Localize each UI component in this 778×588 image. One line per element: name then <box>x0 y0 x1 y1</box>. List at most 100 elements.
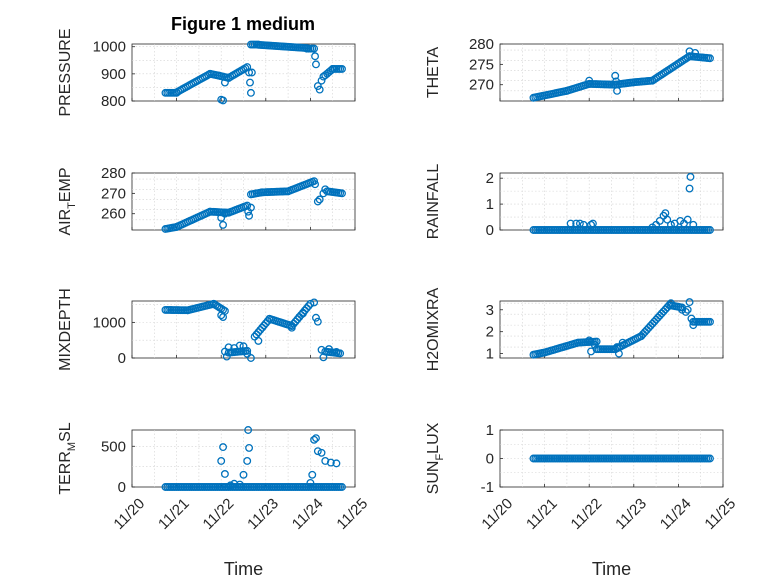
y-axis-label: SUNFLUX <box>425 422 446 494</box>
data-point <box>317 76 326 85</box>
y-tick-label: 275 <box>469 56 494 73</box>
subplot-2: 270 275 280 THETA <box>425 36 724 102</box>
y-tick-label: 800 <box>101 93 126 110</box>
data-point <box>299 309 307 318</box>
y-tick-label: 2 <box>486 324 494 341</box>
data-point <box>246 78 254 87</box>
y-label-part: EMP <box>57 167 74 202</box>
data-point <box>239 470 248 479</box>
data-point <box>224 343 233 352</box>
y-label-subscript: M <box>66 442 78 451</box>
y-tick-label: 0 <box>486 451 494 468</box>
data-point <box>311 180 319 189</box>
data-point <box>336 349 345 358</box>
data-point <box>312 434 320 443</box>
data-point <box>689 321 698 330</box>
y-tick-label: 1 <box>486 422 494 439</box>
data-point <box>220 470 229 478</box>
y-tick-label: 260 <box>101 206 126 223</box>
data-point <box>287 323 296 332</box>
data-point <box>246 203 255 212</box>
x-tick-label: 11/22 <box>200 495 238 533</box>
data-point <box>681 308 690 316</box>
data-point <box>585 76 594 85</box>
x-tick-label: 11/25 <box>333 495 371 533</box>
data-point <box>667 220 675 229</box>
data-point <box>685 298 694 307</box>
data-point <box>614 349 623 358</box>
data-point <box>246 88 255 97</box>
y-tick-label: 1 <box>486 196 494 213</box>
data-point <box>611 71 620 80</box>
data-point <box>326 458 335 467</box>
series-markers <box>161 177 346 233</box>
y-label-subscript: T <box>66 202 78 209</box>
x-tick-label: 11/23 <box>612 495 650 533</box>
data-point <box>338 483 346 491</box>
data-point <box>226 481 235 490</box>
y-tick-label: 500 <box>101 438 126 455</box>
data-point <box>683 215 692 224</box>
x-tick-label: 11/20 <box>478 495 516 533</box>
series-markers <box>529 47 714 102</box>
y-label-part: SUN <box>425 461 442 495</box>
data-point <box>315 85 324 94</box>
x-tick-label: 11/23 <box>244 495 282 533</box>
data-point <box>588 219 597 228</box>
data-point <box>310 298 319 307</box>
data-point <box>590 340 599 349</box>
data-point <box>220 78 229 87</box>
y-label-part: AIR <box>57 209 74 236</box>
data-point <box>243 456 252 465</box>
data-point <box>566 219 575 228</box>
data-point <box>587 220 596 229</box>
y-tick-label: 280 <box>101 165 126 182</box>
y-tick-label: 1000 <box>93 39 126 56</box>
data-point <box>691 49 700 57</box>
x-tick-label: 11/21 <box>523 495 561 533</box>
data-point <box>312 60 320 69</box>
data-point <box>326 66 335 75</box>
data-point <box>686 172 695 181</box>
data-point <box>310 44 319 53</box>
data-point <box>311 52 319 61</box>
data-point <box>338 189 346 198</box>
data-point <box>222 352 231 361</box>
data-point <box>706 454 714 463</box>
data-point <box>585 336 594 345</box>
data-point <box>235 341 244 350</box>
data-point <box>663 215 672 224</box>
y-tick-label: 270 <box>469 77 494 94</box>
data-point <box>217 456 226 465</box>
data-point <box>319 353 328 362</box>
data-point <box>613 86 622 95</box>
series-markers <box>161 298 345 362</box>
data-point <box>575 219 584 228</box>
data-point <box>572 219 581 228</box>
subplot-4: 0 1 2 RAINFALL <box>425 164 724 239</box>
y-tick-label: 1 <box>486 346 494 363</box>
y-tick-label: 900 <box>101 66 126 83</box>
data-point <box>321 185 330 194</box>
data-point <box>612 77 621 86</box>
y-tick-label: 1000 <box>93 314 126 331</box>
data-point <box>254 336 263 345</box>
x-axis-label: Time <box>592 559 631 579</box>
data-point <box>313 447 322 456</box>
x-tick-label: 11/22 <box>568 495 606 533</box>
data-point <box>706 54 714 63</box>
data-point <box>247 68 256 77</box>
subplot-1: 800 900 1000 PRESSURE <box>57 28 356 117</box>
y-label-part: SL <box>57 422 74 442</box>
series-markers <box>161 40 346 105</box>
data-point <box>689 220 698 229</box>
data-point <box>306 478 315 487</box>
data-point <box>313 317 322 326</box>
data-point <box>325 345 333 354</box>
data-point <box>304 302 313 311</box>
y-tick-label: 0 <box>118 479 126 496</box>
data-point <box>317 345 326 354</box>
data-point <box>317 448 326 457</box>
series-markers <box>161 426 346 491</box>
